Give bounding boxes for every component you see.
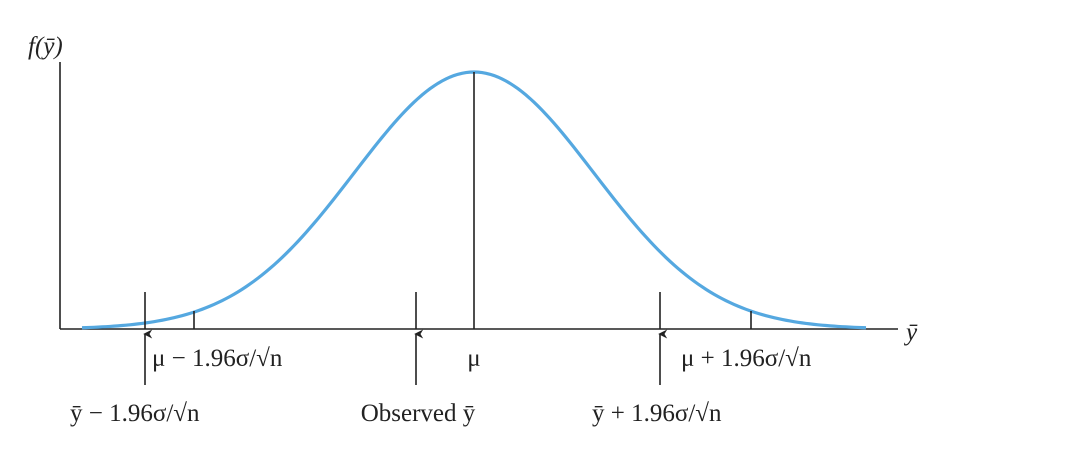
marker-label: ȳ − 1.96σ/√n [70,400,200,427]
marker-label: μ [467,345,480,372]
marker-label: ȳ + 1.96σ/√n [592,400,722,427]
marker-label: μ + 1.96σ/√n [681,345,812,372]
x-axis-label: ȳ [903,319,918,346]
marker-label: Observed ȳ [361,400,476,427]
marker-label: μ − 1.96σ/√n [152,345,283,372]
y-axis-label: f(ȳ) [28,33,63,60]
